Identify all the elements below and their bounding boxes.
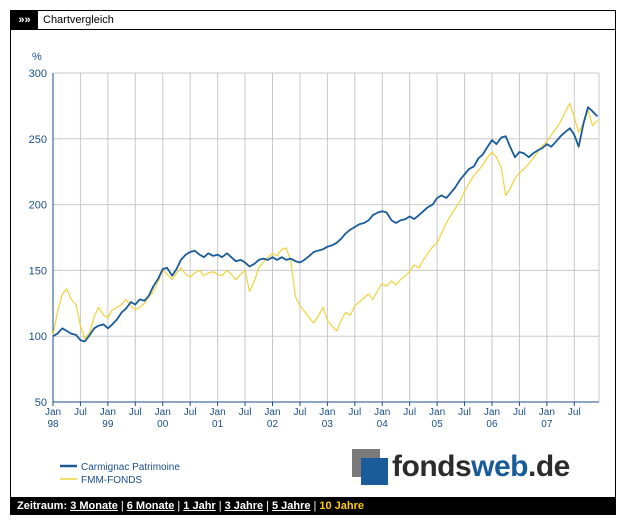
x-tick-label: Jan [155, 407, 171, 418]
x-tick-label: Jan [429, 407, 445, 418]
y-tick-label: 100 [29, 331, 47, 343]
x-tick-year-label: 05 [432, 419, 444, 430]
y-tick-label: 50 [35, 397, 47, 409]
series-line-fmm-fonds [52, 102, 598, 340]
timeframe-option-10-jahre[interactable]: 10 Jahre [319, 500, 364, 512]
x-tick-year-label: 04 [377, 419, 389, 430]
timeframe-option-1-jahr[interactable]: 1 Jahr [183, 500, 216, 512]
x-tick-label: Jul [513, 407, 526, 418]
y-tick-label: 200 [29, 200, 47, 212]
timeframe-label: Zeitraum: [17, 500, 68, 512]
x-tick-label: Jul [129, 407, 142, 418]
y-tick-label: 150 [29, 265, 47, 277]
timeframe-option-3-monate[interactable]: 3 Monate [70, 500, 118, 512]
x-tick-label: Jan [210, 407, 226, 418]
x-tick-year-label: 01 [212, 419, 224, 430]
x-tick-label: Jul [568, 407, 581, 418]
timeframe-separator: | [266, 500, 269, 512]
x-tick-label: Jan [484, 407, 500, 418]
timeframe-separator: | [120, 500, 124, 512]
x-tick-year-label: 06 [486, 419, 498, 430]
x-tick-label: Jan [374, 407, 390, 418]
x-tick-year-label: 99 [102, 419, 114, 430]
x-tick-label: Jan [100, 407, 116, 418]
timeframe-separator: | [177, 500, 181, 512]
x-tick-label: Jul [403, 407, 416, 418]
timeframe-separator: | [218, 500, 222, 512]
timeframe-separator: | [313, 500, 317, 512]
x-tick-label: Jul [348, 407, 361, 418]
timeframe-option-6-monate[interactable]: 6 Monate [126, 500, 175, 512]
logo-mark-icon [352, 449, 388, 485]
y-tick-label: 300 [29, 68, 47, 80]
timeframe-option-5-jahre[interactable]: 5 Jahre [271, 500, 311, 512]
x-tick-year-label: 02 [267, 419, 279, 430]
panel-title: Chartvergleich [43, 14, 114, 26]
fondsweb-logo: fondsweb.de [352, 447, 570, 487]
x-tick-label: Jan [45, 407, 61, 418]
x-tick-year-label: 03 [322, 419, 334, 430]
series-line-carmignac-patrimoine [52, 106, 599, 343]
legend-entry: Carmignac Patrimoine [81, 462, 180, 473]
x-tick-year-label: 07 [541, 419, 553, 430]
timeframe-option-3-jahre[interactable]: 3 Jahre [224, 500, 264, 512]
plot-area [53, 73, 599, 402]
x-tick-year-label: 98 [47, 419, 59, 430]
expand-arrows-icon[interactable]: »» [11, 11, 38, 29]
x-tick-year-label: 00 [157, 419, 169, 430]
x-tick-label: Jul [184, 407, 197, 418]
x-tick-label: Jul [239, 407, 252, 418]
x-tick-label: Jan [319, 407, 335, 418]
timeframe-bar: Zeitraum: 3 Monate | 6 Monate | 1 Jahr | 3 Jah… [10, 497, 616, 515]
x-tick-label: Jul [458, 407, 471, 418]
panel-header: »» Chartvergleich [11, 11, 615, 30]
x-tick-label: Jan [539, 407, 555, 418]
y-axis-unit-label: % [32, 51, 42, 63]
x-tick-label: Jul [74, 407, 87, 418]
y-tick-label: 250 [29, 134, 47, 146]
x-tick-label: Jul [294, 407, 307, 418]
logo-wordmark: fondsweb.de [392, 450, 570, 483]
x-tick-label: Jan [264, 407, 280, 418]
legend-entry: FMM-FONDS [81, 475, 142, 486]
